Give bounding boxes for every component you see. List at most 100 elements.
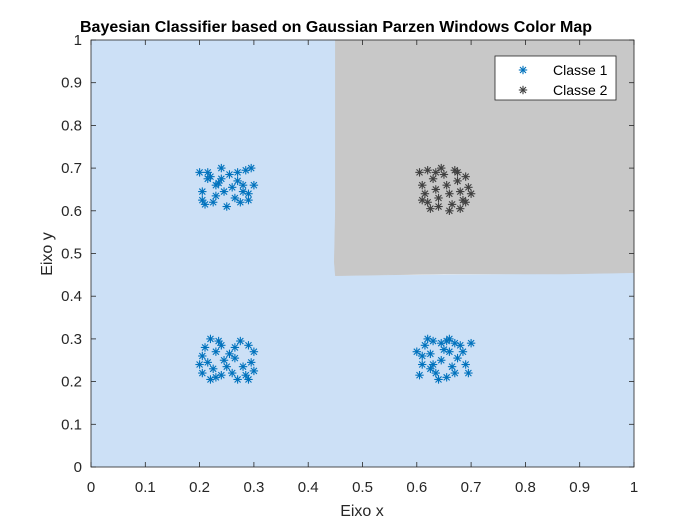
data-point-1 bbox=[458, 347, 468, 356]
x-tick-label: 0.5 bbox=[352, 479, 373, 496]
data-point-1 bbox=[418, 351, 427, 361]
y-axis-label: Eixo y bbox=[39, 232, 56, 276]
data-point-1 bbox=[249, 347, 259, 356]
data-point-1 bbox=[426, 349, 435, 359]
x-tick-label: 0.3 bbox=[243, 479, 264, 496]
data-point-2 bbox=[442, 180, 451, 190]
x-tick-label: 0.9 bbox=[569, 479, 590, 496]
data-point-1 bbox=[434, 375, 443, 384]
data-point-2 bbox=[439, 170, 449, 179]
data-point-1 bbox=[415, 370, 424, 380]
data-point-1 bbox=[244, 341, 253, 350]
data-point-1 bbox=[222, 202, 231, 211]
y-tick-label: 1 bbox=[74, 32, 82, 49]
data-point-1 bbox=[445, 347, 454, 356]
data-point-1 bbox=[412, 347, 421, 356]
data-point-2 bbox=[420, 189, 430, 198]
data-point-1 bbox=[198, 351, 207, 361]
data-point-2 bbox=[423, 166, 432, 175]
data-point-1 bbox=[437, 338, 446, 348]
data-point-2 bbox=[418, 195, 427, 205]
data-point-1 bbox=[211, 347, 221, 356]
data-point-1 bbox=[227, 183, 237, 192]
data-point-1 bbox=[195, 360, 204, 369]
data-point-1 bbox=[447, 362, 457, 371]
data-point-1 bbox=[200, 343, 210, 352]
x-tick-label: 0.4 bbox=[298, 479, 319, 496]
data-point-1 bbox=[233, 176, 242, 186]
data-point-1 bbox=[236, 198, 245, 207]
data-point-1 bbox=[227, 368, 237, 378]
data-point-2 bbox=[456, 204, 465, 213]
data-point-1 bbox=[453, 353, 462, 363]
data-point-1 bbox=[206, 172, 215, 181]
data-point-1 bbox=[230, 193, 240, 203]
data-point-1 bbox=[217, 163, 226, 173]
data-point-1 bbox=[208, 198, 218, 207]
data-point-1 bbox=[461, 360, 470, 369]
data-point-2 bbox=[461, 198, 470, 207]
y-tick-label: 0.6 bbox=[61, 203, 82, 220]
data-point-1 bbox=[420, 341, 430, 350]
data-point-1 bbox=[437, 356, 446, 365]
data-point-2 bbox=[431, 185, 441, 194]
data-point-2 bbox=[445, 189, 454, 198]
x-axis-label: Eixo x bbox=[340, 503, 384, 520]
plot-area bbox=[90, 39, 635, 468]
data-point-1 bbox=[203, 358, 212, 367]
data-point-1 bbox=[225, 349, 234, 359]
legend-marker-1 bbox=[518, 65, 528, 75]
x-tick-label: 0.1 bbox=[135, 479, 156, 496]
y-tick-label: 0.9 bbox=[61, 75, 82, 92]
legend-box bbox=[494, 55, 617, 101]
legend-label-2: Classe 2 bbox=[553, 82, 608, 98]
data-point-1 bbox=[450, 338, 460, 348]
data-point-2 bbox=[445, 206, 454, 215]
decision-regions bbox=[90, 39, 635, 468]
data-point-2 bbox=[415, 168, 424, 177]
legend-marker-2 bbox=[518, 85, 528, 95]
y-axis-ticks: 0 0.1 0.2 0.3 0.4 0.5 0.6 0.7 0.8 0.9 1 bbox=[61, 32, 634, 476]
data-point-1 bbox=[230, 353, 240, 363]
data-point-1 bbox=[426, 364, 435, 373]
data-point-1 bbox=[219, 356, 229, 365]
y-tick-label: 0.1 bbox=[61, 416, 82, 433]
data-point-2 bbox=[428, 174, 438, 183]
data-point-1 bbox=[464, 368, 473, 378]
data-point-1 bbox=[428, 336, 438, 346]
data-point-1 bbox=[214, 178, 223, 188]
data-point-1 bbox=[208, 364, 218, 373]
x-tick-label: 0 bbox=[87, 479, 95, 496]
data-point-2 bbox=[434, 202, 443, 211]
data-point-1 bbox=[219, 187, 229, 196]
x-tick-label: 0.7 bbox=[461, 479, 482, 496]
data-point-1 bbox=[198, 187, 207, 196]
x-tick-label: 1 bbox=[630, 479, 638, 496]
data-point-1 bbox=[244, 195, 253, 205]
data-point-1 bbox=[222, 362, 231, 371]
data-point-1 bbox=[238, 362, 248, 371]
data-point-1 bbox=[428, 360, 438, 369]
data-point-1 bbox=[225, 170, 234, 179]
data-point-1 bbox=[241, 370, 250, 380]
y-tick-label: 0 bbox=[74, 459, 82, 476]
data-point-1 bbox=[246, 163, 256, 173]
data-point-2 bbox=[456, 187, 465, 196]
data-point-1 bbox=[244, 375, 253, 384]
x-tick-label: 0.2 bbox=[189, 479, 210, 496]
data-point-2 bbox=[461, 172, 470, 181]
data-point-1 bbox=[198, 195, 207, 205]
y-tick-label: 0.7 bbox=[61, 160, 82, 177]
data-point-2 bbox=[426, 204, 435, 213]
data-point-2 bbox=[453, 176, 462, 186]
data-point-1 bbox=[217, 174, 226, 183]
data-point-1 bbox=[198, 368, 207, 378]
data-point-1 bbox=[211, 373, 221, 382]
data-point-1 bbox=[238, 187, 248, 196]
data-point-1 bbox=[450, 368, 460, 378]
data-point-1 bbox=[249, 366, 259, 376]
data-point-1 bbox=[203, 168, 212, 177]
x-tick-label: 0.8 bbox=[515, 479, 536, 496]
y-tick-label: 0.2 bbox=[61, 374, 82, 391]
